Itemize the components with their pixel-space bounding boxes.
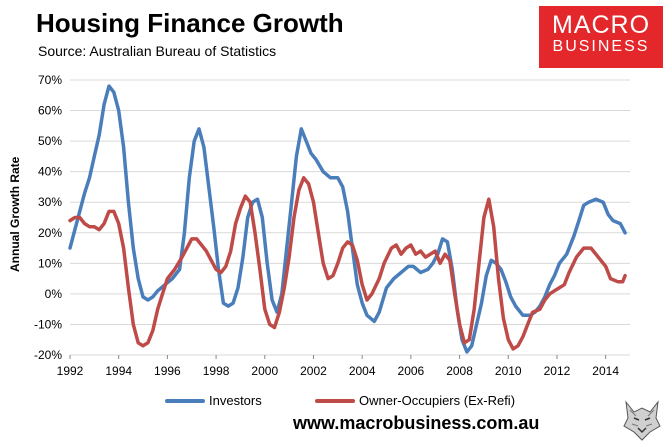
x-tick-label: 2000 [251, 364, 278, 378]
y-tick-label: 50% [38, 134, 62, 148]
x-tick-label: 2004 [349, 364, 376, 378]
y-tick-label: 10% [38, 256, 62, 270]
legend-item-owner-occupiers: Owner-Occupiers (Ex-Refi) [315, 393, 515, 408]
y-tick-label: 20% [38, 226, 62, 240]
logo-line-1: MACRO [551, 11, 651, 39]
x-tick-label: 2012 [544, 364, 571, 378]
legend-swatch-investors [165, 398, 205, 403]
y-tick-label: 40% [38, 165, 62, 179]
y-tick-label: 0% [45, 287, 63, 301]
chart-source: Source: Australian Bureau of Statistics [38, 43, 277, 59]
x-tick-label: 1998 [203, 364, 230, 378]
series-lines [68, 84, 627, 354]
grid-lines [70, 79, 630, 356]
series-line-owner-occupiers [68, 176, 627, 351]
line-chart: 70% 60% 50% 40% 30% 20% 10% 0% -10% -20% 1992 1994… [34, 73, 630, 378]
x-tick-label: 1992 [57, 364, 84, 378]
x-tick-label: 2002 [300, 364, 327, 378]
x-tick-label: 2008 [446, 364, 473, 378]
legend-label-investors: Investors [209, 393, 262, 408]
x-tick-label: 2014 [592, 364, 619, 378]
y-tick-label: -10% [34, 317, 62, 331]
y-tick-labels: 70% 60% 50% 40% 30% 20% 10% 0% -10% -20% [34, 73, 62, 362]
x-tick-label: 2010 [495, 364, 522, 378]
legend-label-owner-occupiers: Owner-Occupiers (Ex-Refi) [359, 393, 516, 408]
legend-item-investors: Investors [165, 393, 262, 408]
legend-swatch-owner-occupiers [315, 398, 355, 403]
x-tick-label: 1996 [154, 364, 181, 378]
x-tick-labels: 1992 1994 1996 1998 2000 2002 2004 2006 2008 2010… [57, 355, 619, 378]
x-tick-label: 1994 [105, 364, 132, 378]
wolf-head-icon [623, 400, 661, 441]
y-tick-label: 30% [38, 195, 62, 209]
website-link[interactable]: www.macrobusiness.com.au [293, 413, 540, 433]
x-tick-label: 2006 [398, 364, 425, 378]
macrobusiness-logo: MACRO BUSINESS [539, 6, 663, 68]
chart-title: Housing Finance Growth [36, 8, 344, 38]
y-tick-label: 60% [38, 104, 62, 118]
y-tick-label: 70% [38, 73, 62, 87]
logo-line-2: BUSINESS [552, 38, 650, 55]
y-tick-label: -20% [34, 348, 62, 362]
series-line-investors [68, 84, 627, 354]
